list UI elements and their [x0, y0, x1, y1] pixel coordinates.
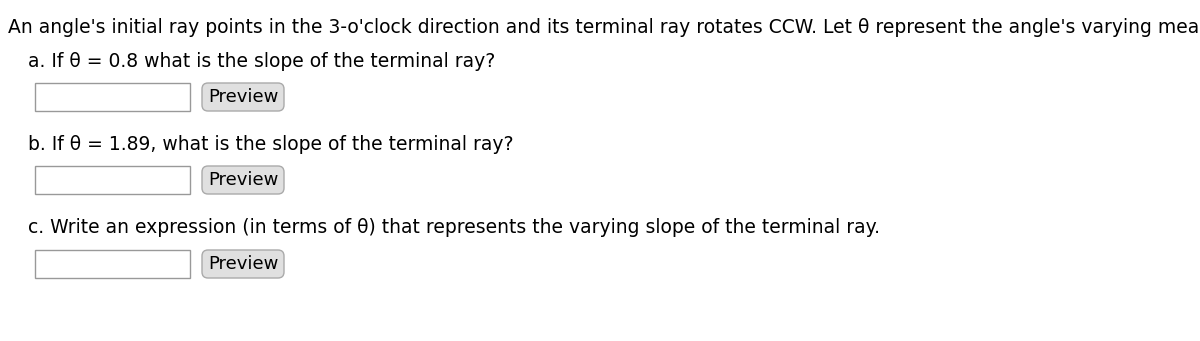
FancyBboxPatch shape: [35, 250, 190, 278]
FancyBboxPatch shape: [202, 166, 284, 194]
FancyBboxPatch shape: [202, 83, 284, 111]
Text: Preview: Preview: [208, 255, 278, 273]
Text: An angle's initial ray points in the 3-o'clock direction and its terminal ray ro: An angle's initial ray points in the 3-o…: [8, 18, 1200, 37]
FancyBboxPatch shape: [35, 166, 190, 194]
Text: Preview: Preview: [208, 88, 278, 106]
Text: c. Write an expression (in terms of θ) that represents the varying slope of the : c. Write an expression (in terms of θ) t…: [28, 218, 880, 237]
FancyBboxPatch shape: [35, 83, 190, 111]
Text: a. If θ = 0.8 what is the slope of the terminal ray?: a. If θ = 0.8 what is the slope of the t…: [28, 52, 496, 71]
FancyBboxPatch shape: [202, 250, 284, 278]
Text: b. If θ = 1.89, what is the slope of the terminal ray?: b. If θ = 1.89, what is the slope of the…: [28, 135, 514, 154]
Text: Preview: Preview: [208, 171, 278, 189]
